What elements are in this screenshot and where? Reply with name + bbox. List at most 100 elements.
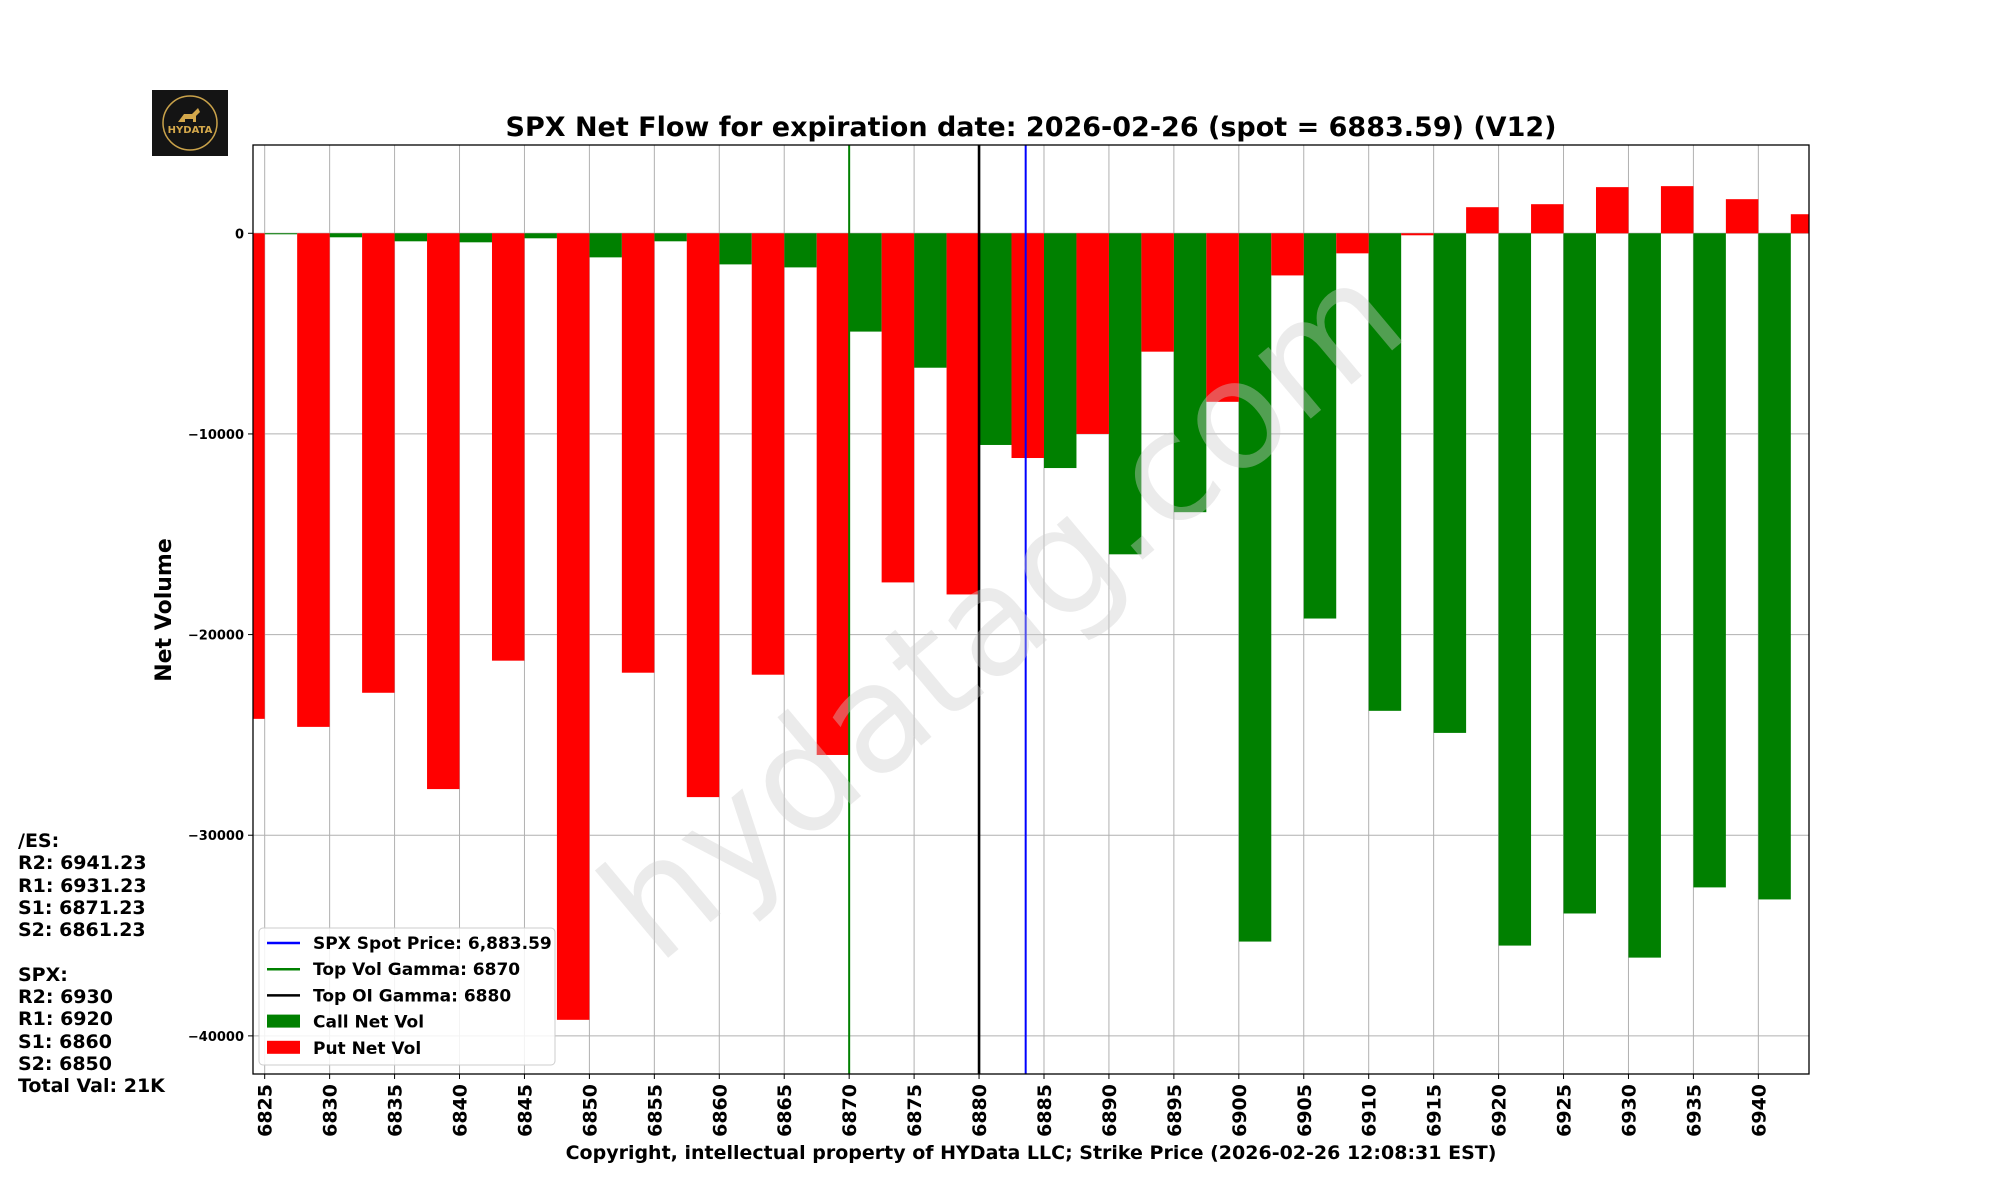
levels-panel: /ES: R2: 6941.23 R1: 6931.23 S1: 6871.23 S2:… bbox=[18, 830, 165, 1098]
call-bar bbox=[1368, 233, 1402, 711]
call-bar bbox=[654, 233, 687, 242]
legend-label: Top Vol Gamma: 6870 bbox=[313, 960, 520, 980]
logo-text: HYDATA bbox=[168, 125, 213, 136]
put-bar bbox=[427, 233, 460, 790]
call-bar bbox=[914, 233, 947, 368]
legend-label: Top OI Gamma: 6880 bbox=[313, 986, 511, 1006]
call-bar bbox=[979, 233, 1012, 445]
x-tick-label: 6890 bbox=[1099, 1084, 1121, 1137]
call-bar bbox=[264, 233, 298, 235]
put-bar bbox=[751, 233, 785, 675]
put-bar bbox=[1206, 233, 1239, 402]
y-tick-label: −10000 bbox=[188, 428, 244, 443]
put-bar bbox=[1595, 187, 1629, 234]
x-axis-label: Copyright, intellectual property of HYDa… bbox=[566, 1142, 1497, 1164]
bars bbox=[253, 186, 1809, 1020]
x-tick-label: 6850 bbox=[579, 1084, 601, 1137]
x-tick-label: 6930 bbox=[1618, 1084, 1640, 1137]
call-bar bbox=[329, 233, 363, 238]
bull-icon bbox=[178, 108, 200, 122]
x-tick-label: 6915 bbox=[1424, 1084, 1446, 1137]
call-bar bbox=[1173, 233, 1207, 513]
x-tick-label: 6875 bbox=[904, 1084, 926, 1137]
x-tick-label: 6905 bbox=[1294, 1084, 1316, 1137]
put-bar bbox=[1725, 199, 1759, 234]
x-tick-label: 6920 bbox=[1489, 1084, 1511, 1137]
legend-label: Put Net Vol bbox=[313, 1039, 421, 1059]
put-bar bbox=[362, 233, 395, 693]
call-bar bbox=[459, 233, 492, 243]
level-line bbox=[18, 941, 165, 963]
put-bar bbox=[816, 233, 850, 755]
level-line: R2: 6941.23 bbox=[18, 852, 147, 875]
x-tick-label: 6845 bbox=[514, 1084, 536, 1137]
call-bar bbox=[1693, 233, 1726, 888]
legend: SPX Spot Price: 6,883.59 Top Vol Gamma: 6… bbox=[258, 927, 556, 1066]
level-line: S2: 6861.23 bbox=[18, 919, 146, 942]
x-tick-label: 6910 bbox=[1359, 1084, 1381, 1137]
call-bar bbox=[784, 233, 817, 268]
level-line: /ES: bbox=[18, 830, 60, 852]
logo: HYDATA bbox=[152, 90, 228, 156]
put-bar bbox=[1790, 214, 1809, 234]
legend-patch-swatch bbox=[267, 1040, 300, 1054]
put-bar bbox=[621, 233, 655, 673]
level-line: R2: 6930 bbox=[18, 986, 113, 1009]
level-line: R1: 6920 bbox=[18, 1008, 113, 1031]
level-line: Total Val: 21K bbox=[18, 1075, 165, 1098]
y-ticks: 0 −10000 −20000 −30000 −40000 bbox=[188, 227, 253, 1045]
level-line: S1: 6871.23 bbox=[18, 896, 146, 919]
put-bar bbox=[1011, 233, 1044, 459]
put-bar bbox=[297, 233, 330, 727]
call-bar bbox=[1108, 233, 1142, 555]
call-bar bbox=[394, 233, 428, 242]
call-bar bbox=[1433, 233, 1467, 733]
call-bar bbox=[1043, 233, 1077, 469]
legend-patch-swatch bbox=[267, 1014, 300, 1028]
x-tick-label: 6900 bbox=[1229, 1084, 1251, 1137]
call-bar bbox=[1628, 233, 1661, 958]
call-bar bbox=[1758, 233, 1791, 900]
level-line: R1: 6931.23 bbox=[18, 874, 147, 897]
put-bar bbox=[1271, 233, 1304, 276]
put-bar bbox=[1401, 233, 1434, 236]
put-bar bbox=[253, 233, 265, 719]
x-tick-label: 6925 bbox=[1554, 1084, 1576, 1137]
x-tick-label: 6940 bbox=[1748, 1084, 1770, 1137]
y-tick-label: −20000 bbox=[188, 629, 244, 644]
put-bar bbox=[1076, 233, 1109, 434]
put-bar bbox=[946, 233, 980, 595]
y-tick-label: −40000 bbox=[188, 1030, 244, 1045]
put-bar bbox=[1141, 233, 1174, 352]
call-bar bbox=[1563, 233, 1596, 914]
call-bar bbox=[849, 233, 882, 332]
call-bar bbox=[1498, 233, 1532, 946]
put-bar bbox=[491, 233, 525, 661]
x-tick-label: 6880 bbox=[969, 1084, 991, 1137]
x-tick-label: 6825 bbox=[255, 1084, 277, 1137]
level-line: SPX: bbox=[18, 963, 68, 986]
x-tick-label: 6865 bbox=[774, 1084, 796, 1137]
plot-frame bbox=[252, 144, 1810, 1075]
x-tick-label: 6935 bbox=[1683, 1084, 1705, 1137]
call-bar bbox=[1303, 233, 1337, 619]
x-tick-label: 6855 bbox=[644, 1084, 666, 1137]
put-bar bbox=[1531, 204, 1564, 234]
level-line: S1: 6860 bbox=[18, 1030, 112, 1053]
x-tick-label: 6840 bbox=[450, 1084, 472, 1137]
put-bar bbox=[556, 233, 590, 1020]
reference-lines bbox=[848, 145, 1027, 1074]
x-tick-label: 6830 bbox=[320, 1084, 342, 1137]
x-tick-label: 6885 bbox=[1034, 1084, 1056, 1137]
call-bar bbox=[524, 233, 557, 239]
put-bar bbox=[1466, 207, 1499, 234]
put-bar bbox=[881, 233, 915, 583]
put-bar bbox=[686, 233, 720, 798]
level-line: S2: 6850 bbox=[18, 1052, 112, 1075]
x-tick-label: 6835 bbox=[385, 1084, 407, 1137]
legend-label: Call Net Vol bbox=[313, 1013, 424, 1033]
call-bar bbox=[1238, 233, 1272, 942]
y-axis-label: Net Volume bbox=[152, 538, 177, 682]
call-bar bbox=[589, 233, 622, 258]
